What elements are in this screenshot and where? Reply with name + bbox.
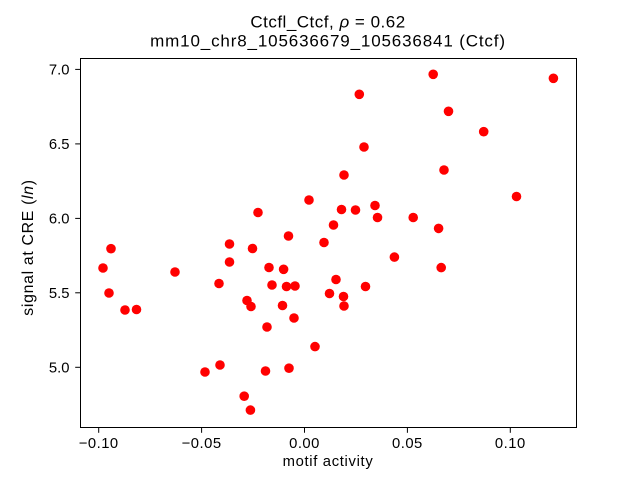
svg-text:5.5: 5.5 bbox=[49, 286, 70, 302]
svg-text:6.5: 6.5 bbox=[49, 137, 70, 153]
svg-text:0.00: 0.00 bbox=[289, 436, 320, 452]
svg-text:−0.05: −0.05 bbox=[182, 436, 222, 452]
svg-text:7.0: 7.0 bbox=[49, 63, 70, 79]
svg-text:0.05: 0.05 bbox=[392, 436, 423, 452]
svg-text:−0.10: −0.10 bbox=[79, 436, 119, 452]
svg-text:0.10: 0.10 bbox=[495, 436, 526, 452]
svg-text:5.0: 5.0 bbox=[49, 360, 70, 376]
svg-text:Ctcfl_Ctcf, ρ = 0.62: Ctcfl_Ctcf, ρ = 0.62 bbox=[250, 12, 405, 31]
svg-text:6.0: 6.0 bbox=[49, 212, 70, 228]
svg-text:mm10_chr8_105636679_105636841: mm10_chr8_105636679_105636841 (Ctcf) bbox=[150, 31, 506, 50]
svg-text:signal at CRE (ln): signal at CRE (ln) bbox=[20, 179, 37, 315]
svg-text:motif activity: motif activity bbox=[283, 454, 374, 470]
